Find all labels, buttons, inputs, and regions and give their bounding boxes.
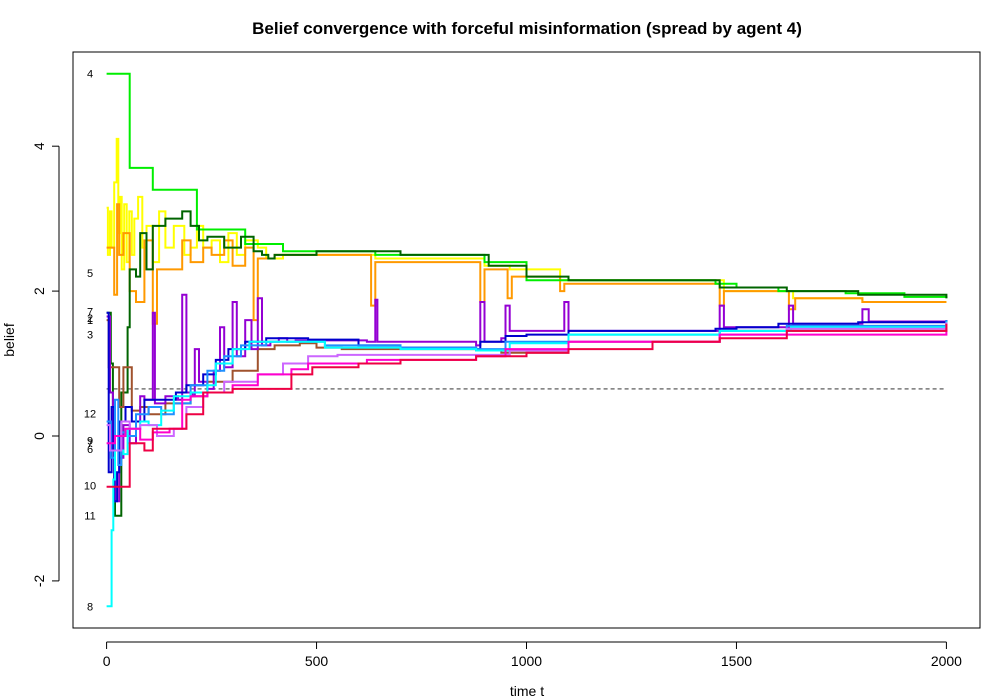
plot-frame [72,51,981,629]
series-group [106,72,948,608]
agent-label-4: 4 [87,69,93,81]
agent-label-12: 12 [84,409,96,421]
y-axis-label: belief [1,323,17,357]
agent-label-8: 8 [87,601,93,613]
series-line-9 [106,321,948,608]
y-tick-label: -2 [31,574,47,587]
x-axis: 0 500 1000 1500 2000 [103,641,962,669]
series-line-12 [106,323,948,488]
agent-label-7: 7 [87,438,93,450]
agent-label-10: 10 [84,480,96,492]
agent-label-5: 5 [87,268,93,280]
agent-label-9: 9 [87,435,93,447]
x-tick-label: 0 [103,653,111,669]
agent-label-2: 2 [87,313,93,325]
series-line-6 [106,293,948,503]
agent-label-7: 7 [87,306,93,318]
agent-label-1: 1 [87,315,93,327]
agent-label-6: 6 [87,444,93,456]
y-tick-label: 4 [31,142,47,150]
agent-label-3: 3 [87,330,93,342]
series-line-4 [106,210,948,517]
x-tick-label: 1500 [721,653,752,669]
agent-label-11: 11 [84,511,95,523]
x-tick-label: 500 [305,653,329,669]
x-tick-label: 1000 [511,653,542,669]
y-tick-label: 0 [31,432,47,440]
x-axis-label: time t [510,683,544,699]
y-axis: -2 0 2 4 [31,142,60,587]
y-tick-label: 2 [31,287,47,295]
x-tick-label: 2000 [931,653,962,669]
chart-title: Belief convergence with forceful misinfo… [252,19,802,38]
